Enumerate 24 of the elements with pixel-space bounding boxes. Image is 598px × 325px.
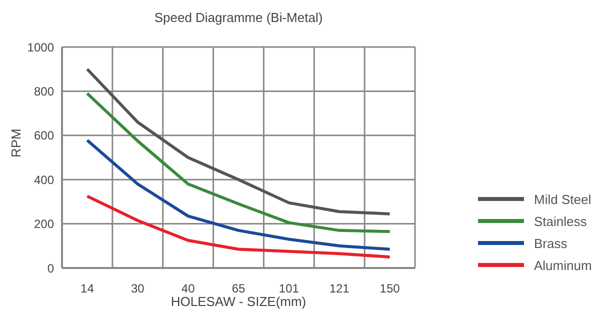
x-tick-label: 40 — [181, 282, 196, 296]
legend-label: Brass — [534, 236, 568, 250]
x-tick-label: 101 — [278, 282, 300, 296]
y-tick-label: 200 — [34, 217, 54, 232]
line-series — [86, 138, 392, 251]
x-tick-label: 65 — [232, 282, 246, 296]
legend-label: Stainless — [534, 214, 587, 228]
x-tick-label: 30 — [130, 282, 145, 296]
y-tick-label: 400 — [34, 172, 54, 187]
x-axis-title: HOLESAW - SIZE(mm) — [170, 294, 308, 309]
legend-label: Mild Steel — [534, 192, 592, 206]
chart-title: Speed Diagramme (Bi-Metal) — [153, 10, 324, 25]
y-tick-label: 800 — [34, 84, 54, 98]
y-tick-label: 1000 — [27, 40, 54, 54]
x-tick-label: 150 — [380, 282, 400, 296]
x-tick-label: 14 — [80, 282, 94, 296]
line-series — [86, 68, 392, 216]
line-series — [86, 92, 392, 234]
legend-label: Aluminum — [534, 258, 592, 272]
y-tick-label: 0 — [47, 261, 54, 276]
y-tick-label: 600 — [34, 128, 54, 143]
x-tick-label: 121 — [329, 282, 350, 296]
line-series — [86, 194, 392, 258]
y-axis-title: RPM — [8, 128, 24, 158]
